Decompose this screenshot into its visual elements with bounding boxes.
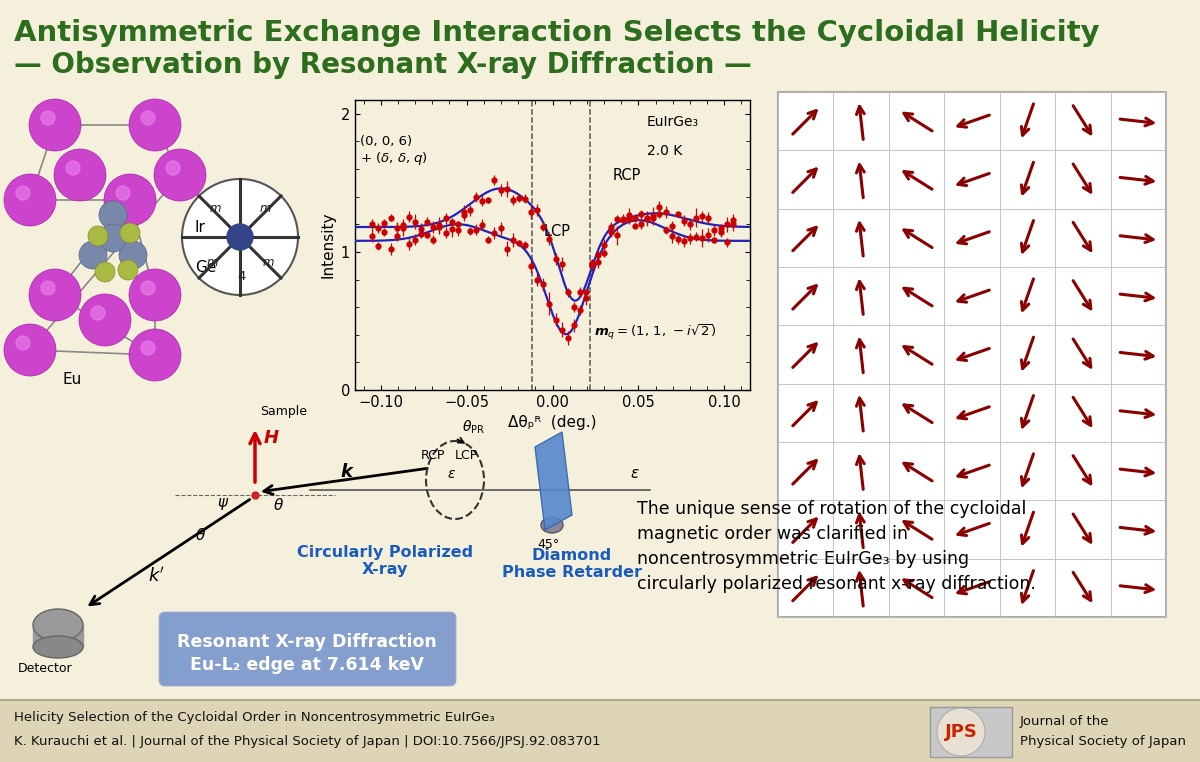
- Text: $\theta_{\rm PR}$: $\theta_{\rm PR}$: [462, 419, 485, 437]
- Circle shape: [98, 201, 127, 229]
- Circle shape: [41, 281, 55, 295]
- Text: Ge: Ge: [194, 261, 216, 276]
- Circle shape: [227, 224, 253, 250]
- Circle shape: [16, 186, 30, 200]
- Text: $\boldsymbol{k'}$: $\boldsymbol{k'}$: [148, 566, 166, 585]
- Text: m: m: [259, 203, 271, 216]
- Circle shape: [29, 99, 82, 151]
- Y-axis label: Intensity: Intensity: [320, 212, 335, 278]
- Circle shape: [79, 294, 131, 346]
- Circle shape: [79, 241, 107, 269]
- Text: m: m: [209, 203, 221, 216]
- Text: Eu: Eu: [62, 373, 82, 388]
- Bar: [778, 92, 1166, 617]
- Text: $\theta$: $\theta$: [274, 497, 284, 513]
- Text: Eu-L₂ edge at 7.614 keV: Eu-L₂ edge at 7.614 keV: [190, 656, 424, 674]
- Circle shape: [937, 708, 985, 756]
- Text: $\varepsilon$: $\varepsilon$: [446, 467, 456, 481]
- Text: Circularly Polarized
X-ray: Circularly Polarized X-ray: [296, 545, 473, 578]
- Circle shape: [91, 306, 106, 320]
- Text: — Observation by Resonant X-ray Diffraction —: — Observation by Resonant X-ray Diffract…: [14, 51, 751, 79]
- Text: EuIrGe₃: EuIrGe₃: [647, 115, 700, 130]
- Circle shape: [130, 99, 181, 151]
- Ellipse shape: [34, 636, 83, 658]
- Text: $\varepsilon$: $\varepsilon$: [630, 466, 640, 481]
- X-axis label: Δθₚᴿ  (deg.): Δθₚᴿ (deg.): [509, 415, 596, 431]
- Bar: [34, 625, 83, 647]
- Circle shape: [29, 269, 82, 321]
- Circle shape: [142, 281, 155, 295]
- Circle shape: [66, 161, 80, 175]
- Circle shape: [16, 336, 30, 350]
- Text: $\psi$: $\psi$: [217, 496, 229, 512]
- Text: LCP: LCP: [544, 224, 571, 239]
- Circle shape: [182, 179, 298, 295]
- Circle shape: [4, 324, 56, 376]
- Text: Ir: Ir: [194, 220, 206, 235]
- Text: Diamond
Phase Retarder: Diamond Phase Retarder: [502, 548, 642, 581]
- Circle shape: [154, 149, 206, 201]
- Text: The unique sense of rotation of the cycloidal
magnetic order was clarified in
no: The unique sense of rotation of the cycl…: [637, 500, 1036, 593]
- Circle shape: [118, 260, 138, 280]
- Text: Journal of the: Journal of the: [1020, 715, 1110, 728]
- Text: Detector: Detector: [18, 662, 73, 675]
- Text: $\boldsymbol{H}$: $\boldsymbol{H}$: [263, 429, 280, 447]
- Text: m: m: [263, 255, 274, 268]
- Circle shape: [98, 224, 127, 252]
- Ellipse shape: [541, 517, 563, 533]
- Text: 2.0 K: 2.0 K: [647, 144, 683, 158]
- Circle shape: [104, 174, 156, 226]
- Text: m: m: [206, 255, 217, 268]
- Bar: [930, 707, 1012, 757]
- Circle shape: [41, 111, 55, 125]
- Text: Resonant X-ray Diffraction: Resonant X-ray Diffraction: [178, 633, 437, 651]
- Polygon shape: [535, 432, 572, 530]
- Bar: [0, 700, 1200, 762]
- Text: JPS: JPS: [944, 723, 978, 741]
- Text: (0, 0, 6)
+ ($\delta$, $\delta$, $q$): (0, 0, 6) + ($\delta$, $\delta$, $q$): [360, 135, 428, 167]
- Circle shape: [4, 174, 56, 226]
- Text: $\boldsymbol{k}$: $\boldsymbol{k}$: [340, 463, 355, 481]
- Text: 45°: 45°: [538, 538, 559, 551]
- Circle shape: [88, 226, 108, 246]
- Text: Antisymmetric Exchange Interaction Selects the Cycloidal Helicity: Antisymmetric Exchange Interaction Selec…: [14, 19, 1099, 47]
- Text: RCP: RCP: [613, 168, 641, 184]
- Circle shape: [142, 111, 155, 125]
- Circle shape: [130, 269, 181, 321]
- Text: Physical Society of Japan: Physical Society of Japan: [1020, 735, 1186, 748]
- Text: K. Kurauchi et al. | Journal of the Physical Society of Japan | DOI:10.7566/JPSJ: K. Kurauchi et al. | Journal of the Phys…: [14, 735, 601, 748]
- Text: $\theta$: $\theta$: [194, 527, 206, 543]
- Text: 4: 4: [238, 271, 246, 283]
- Circle shape: [119, 241, 148, 269]
- Text: Sample: Sample: [260, 405, 307, 418]
- FancyBboxPatch shape: [160, 613, 455, 685]
- Ellipse shape: [34, 609, 83, 641]
- Circle shape: [54, 149, 106, 201]
- Circle shape: [130, 329, 181, 381]
- Text: Helicity Selection of the Cycloidal Order in Noncentrosymmetric EuIrGe₃: Helicity Selection of the Cycloidal Orde…: [14, 712, 494, 725]
- Text: LCP: LCP: [455, 449, 479, 462]
- Circle shape: [95, 262, 115, 282]
- Text: $\boldsymbol{m}_q = (1,\, 1,\, -i\sqrt{2})$: $\boldsymbol{m}_q = (1,\, 1,\, -i\sqrt{2…: [594, 322, 716, 342]
- Text: RCP: RCP: [421, 449, 445, 462]
- Circle shape: [142, 341, 155, 355]
- Circle shape: [166, 161, 180, 175]
- Circle shape: [120, 223, 140, 243]
- Circle shape: [116, 186, 130, 200]
